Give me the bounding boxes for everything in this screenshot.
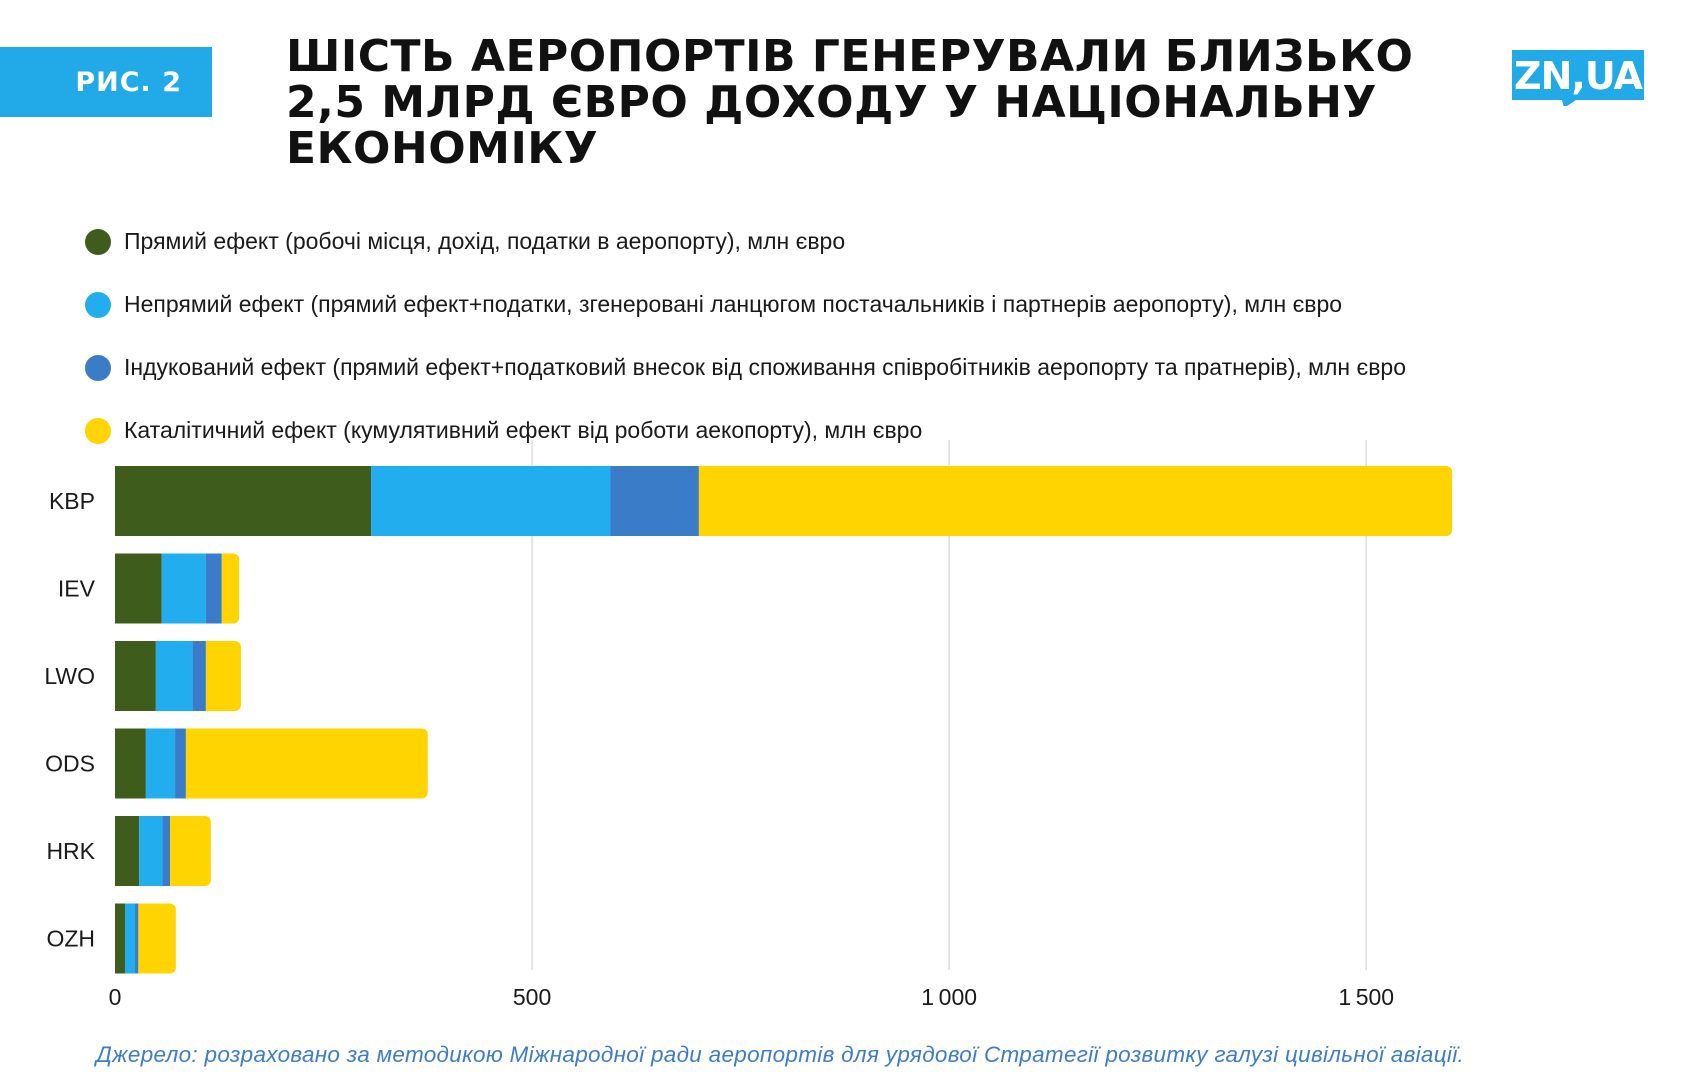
legend-item-indirect: Непрямий ефект (прямий ефект+податки, зг…: [85, 273, 1406, 336]
chart-legend: Прямий ефект (робочі місця, дохід, подат…: [85, 210, 1406, 462]
bar-hrk-indirect: [139, 816, 163, 886]
zn-ua-logo: [1512, 50, 1644, 106]
category-label-ozh: OZH: [46, 926, 95, 952]
bar-ozh-direct: [115, 903, 126, 974]
bar-kbp-induced: [610, 466, 699, 536]
bar-iev-indirect: [161, 553, 206, 624]
bar-iev-direct: [115, 553, 162, 624]
stacked-bar-chart: KBP IEV LWO ODS HRK OZH 0 500 1 000 1 500: [44, 440, 1453, 1010]
category-label-hrk: HRK: [46, 838, 95, 864]
bar-lwo-induced: [192, 641, 206, 711]
figure-number-badge: РИС. 2: [0, 47, 212, 117]
legend-label-indirect: Непрямий ефект (прямий ефект+податки, зг…: [124, 291, 1343, 317]
legend-item-catalytic: Каталітичний ефект (кумулятивний ефект в…: [85, 399, 1406, 462]
category-label-iev: IEV: [58, 576, 96, 602]
x-tick-label-500: 500: [513, 984, 551, 1010]
bar-hrk-catalytic: [170, 816, 211, 886]
bar-kbp-direct: [115, 466, 372, 536]
bar-iev-catalytic: [221, 553, 240, 624]
legend-swatch-induced: [85, 354, 111, 381]
bar-kbp-indirect: [371, 466, 611, 536]
bar-iev-induced: [205, 553, 222, 624]
bar-ozh-catalytic: [138, 903, 176, 974]
category-label-lwo: LWO: [44, 663, 95, 689]
legend-item-direct: Прямий ефект (робочі місця, дохід, подат…: [85, 210, 1406, 273]
legend-label-catalytic: Каталітичний ефект (кумулятивний ефект в…: [124, 417, 923, 443]
legend-swatch-direct: [85, 228, 111, 255]
bar-hrk-direct: [115, 816, 140, 886]
legend-label-induced: Індукований ефект (прямий ефект+податков…: [124, 354, 1407, 380]
x-tick-label-1500: 1 500: [1338, 984, 1394, 1010]
bar-lwo-direct: [115, 641, 156, 711]
source-note: Джерело: розраховано за методикою Міжнар…: [96, 1042, 1465, 1067]
bar-ozh-indirect: [125, 903, 136, 974]
bar-ods-catalytic: [185, 728, 428, 799]
legend-label-direct: Прямий ефект (робочі місця, дохід, подат…: [124, 228, 846, 254]
category-label-kbp: KBP: [49, 488, 95, 514]
category-label-ods: ODS: [45, 751, 95, 777]
bar-ozh-induced: [135, 903, 139, 974]
bar-ods-induced: [175, 728, 186, 799]
legend-swatch-catalytic: [85, 417, 111, 444]
bar-lwo-catalytic: [205, 641, 241, 711]
bar-hrk-induced: [162, 816, 171, 886]
bar-kbp-catalytic: [698, 466, 1453, 536]
x-tick-label-0: 0: [109, 984, 122, 1010]
bar-ods-indirect: [145, 728, 176, 799]
chart-title: Шість аеропортів генерували близько 2,5 …: [286, 31, 1414, 174]
legend-swatch-indirect: [85, 291, 111, 318]
bar-lwo-indirect: [155, 641, 193, 711]
bar-ods-direct: [115, 728, 146, 799]
logo-text: ZN,UA: [1514, 54, 1643, 98]
x-tick-label-1000: 1 000: [921, 984, 977, 1010]
legend-item-induced: Індукований ефект (прямий ефект+податков…: [85, 336, 1406, 399]
